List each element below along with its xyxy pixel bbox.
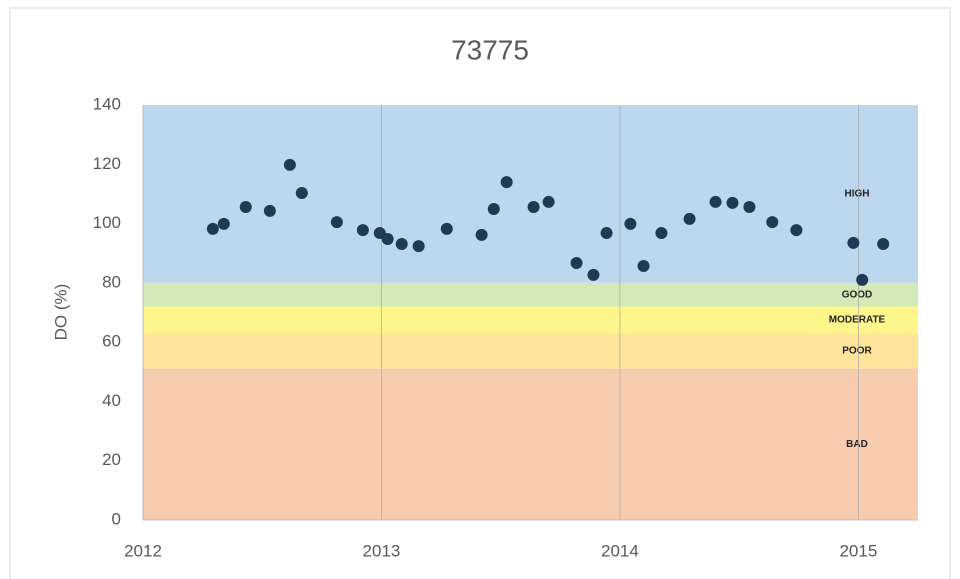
data-point [239, 200, 252, 213]
data-point [440, 222, 453, 235]
data-point [412, 240, 425, 253]
chart-title: 73775 [451, 34, 529, 65]
data-point [487, 203, 500, 216]
band [143, 105, 918, 283]
data-point [726, 196, 739, 209]
data-point [217, 217, 230, 230]
data-point [330, 216, 343, 229]
data-point [877, 238, 890, 251]
y-tick-label: 20 [102, 450, 121, 469]
data-point [856, 273, 869, 286]
data-point [500, 176, 513, 189]
band [143, 282, 918, 307]
data-point [395, 238, 408, 251]
y-tick-label: 40 [102, 391, 121, 410]
data-point [587, 268, 600, 281]
x-tick-label: 2015 [839, 541, 877, 560]
data-point [709, 195, 722, 208]
data-point [263, 204, 276, 217]
data-point [542, 195, 555, 208]
y-tick-label: 60 [102, 332, 121, 351]
y-tick-label: 100 [93, 213, 121, 232]
band [143, 333, 918, 369]
band [143, 368, 918, 520]
data-point [527, 200, 540, 213]
data-point [624, 217, 637, 230]
data-point [206, 222, 219, 235]
data-point [283, 158, 296, 171]
data-point [475, 228, 488, 241]
y-tick-label: 80 [102, 272, 121, 291]
data-point [356, 224, 369, 237]
band-label: BAD [846, 439, 868, 450]
data-point [683, 212, 696, 225]
data-point [570, 256, 583, 269]
data-point [655, 227, 668, 240]
band [143, 306, 918, 334]
data-point [600, 227, 613, 240]
band-label: GOOD [842, 289, 873, 300]
data-point [295, 187, 308, 200]
data-point [381, 232, 394, 245]
data-point [790, 224, 803, 237]
y-tick-label: 140 [93, 94, 121, 113]
y-tick-label: 120 [93, 154, 121, 173]
x-tick-label: 2013 [363, 541, 401, 560]
y-tick-label: 0 [112, 509, 121, 528]
data-point [637, 259, 650, 272]
band-label: HIGH [845, 189, 870, 200]
band-label: MODERATE [829, 315, 886, 326]
y-axis-label: DO (%) [51, 284, 70, 341]
data-point [743, 200, 756, 213]
band-label: POOR [842, 346, 872, 357]
x-tick-label: 2014 [601, 541, 639, 560]
data-point [766, 216, 779, 229]
data-point [847, 236, 860, 249]
x-tick-label: 2012 [124, 541, 162, 560]
